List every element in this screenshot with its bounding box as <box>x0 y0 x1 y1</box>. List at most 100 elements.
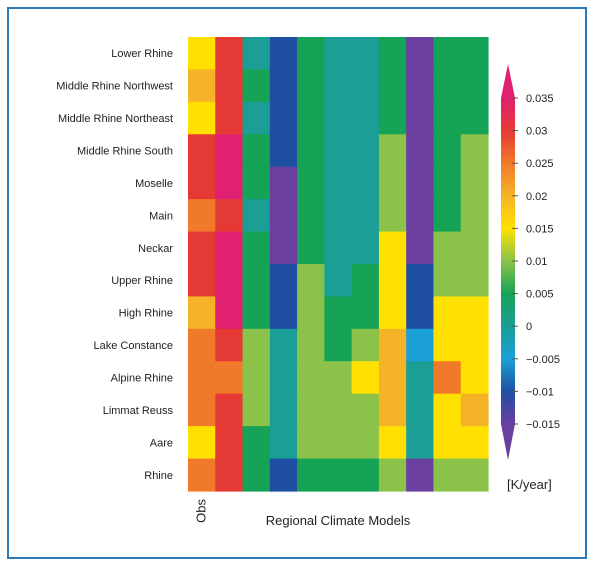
heatmap-cell <box>188 199 216 233</box>
row-label: Upper Rhine <box>111 275 173 287</box>
heatmap-cell <box>215 458 244 492</box>
heatmap-cell <box>406 458 435 492</box>
heatmap-cell <box>215 101 244 135</box>
row-label: High Rhine <box>119 308 173 320</box>
heatmap-cell <box>378 101 407 135</box>
heatmap-cell <box>351 296 380 330</box>
heatmap-cell <box>406 264 435 298</box>
heatmap-cell <box>188 458 216 492</box>
heatmap-cell <box>324 231 353 265</box>
row-label: Neckar <box>138 243 173 255</box>
heatmap-cell <box>324 426 353 460</box>
heatmap-cell <box>269 328 298 362</box>
heatmap-cell <box>351 393 380 427</box>
heatmap-cell <box>460 328 489 362</box>
heatmap-cell <box>433 166 462 200</box>
colorbar-tick-label: 0 <box>526 321 532 333</box>
heatmap-cell <box>215 134 244 168</box>
heatmap-cell <box>269 296 298 330</box>
heatmap-cell <box>324 101 353 135</box>
heatmap-cell <box>188 426 216 460</box>
heatmap-cell <box>378 69 407 103</box>
heatmap-cell <box>215 426 244 460</box>
heatmap-cell <box>297 458 325 492</box>
colorbar-tick-label: −0.005 <box>526 354 560 366</box>
heatmap-cell <box>351 264 380 298</box>
heatmap-cell <box>297 393 325 427</box>
colorbar-tick-label: 0.02 <box>526 191 547 203</box>
heatmap-cell <box>215 296 244 330</box>
heatmap-cell <box>269 199 298 233</box>
heatmap-cell <box>269 69 298 103</box>
heatmap-cell <box>188 101 216 135</box>
heatmap-cell <box>351 101 380 135</box>
heatmap-cell <box>269 101 298 135</box>
heatmap-cell <box>215 199 244 233</box>
heatmap-cell <box>242 134 271 168</box>
heatmap-cell <box>351 134 380 168</box>
x-axis-title: Regional Climate Models <box>266 513 411 528</box>
heatmap-cell <box>215 231 244 265</box>
row-label: Main <box>149 210 173 222</box>
heatmap-cell <box>297 361 325 395</box>
heatmap-cell <box>324 166 353 200</box>
heatmap-cell <box>297 296 325 330</box>
heatmap-cell <box>378 199 407 233</box>
heatmap-cell <box>324 361 353 395</box>
heatmap-cell <box>269 426 298 460</box>
heatmap-cell <box>378 458 407 492</box>
heatmap-cell <box>242 166 271 200</box>
heatmap-cell <box>269 264 298 298</box>
heatmap-cell <box>188 361 216 395</box>
heatmap-cell <box>406 134 435 168</box>
heatmap-cell <box>351 231 380 265</box>
heatmap-cell <box>351 199 380 233</box>
row-label: Rhine <box>144 470 173 482</box>
heatmap-cell <box>324 37 353 71</box>
heatmap-cell <box>460 37 489 71</box>
row-label: Alpine Rhine <box>111 373 173 385</box>
heatmap-cell <box>297 134 325 168</box>
colorbar-top-extension <box>501 64 515 98</box>
heatmap-cell <box>378 264 407 298</box>
heatmap-cell <box>324 264 353 298</box>
heatmap-cell <box>406 69 435 103</box>
row-label: Limmat Reuss <box>103 405 174 417</box>
row-label: Aare <box>150 437 173 449</box>
heatmap-cell <box>406 426 435 460</box>
heatmap-cell <box>460 69 489 103</box>
heatmap-cell <box>378 37 407 71</box>
heatmap-cell <box>324 458 353 492</box>
heatmap-cell <box>433 69 462 103</box>
heatmap-cell <box>433 264 462 298</box>
heatmap-cell <box>242 37 271 71</box>
row-label: Middle Rhine Northwest <box>56 81 173 93</box>
heatmap-cell <box>460 426 489 460</box>
heatmap-cell <box>269 37 298 71</box>
heatmap-cell <box>406 296 435 330</box>
heatmap-cell <box>406 393 435 427</box>
heatmap-cell <box>242 199 271 233</box>
heatmap-cell <box>351 458 380 492</box>
obs-column-label: Obs <box>194 499 209 523</box>
heatmap-cell <box>378 361 407 395</box>
heatmap-cell <box>269 166 298 200</box>
heatmap-cell <box>460 231 489 265</box>
heatmap-cell <box>188 134 216 168</box>
heatmap-cell <box>433 328 462 362</box>
heatmap-cell <box>188 166 216 200</box>
heatmap-cell <box>406 199 435 233</box>
heatmap-cell <box>351 361 380 395</box>
row-label: Middle Rhine South <box>77 146 173 158</box>
heatmap-cell <box>269 393 298 427</box>
heatmap-cell <box>378 166 407 200</box>
heatmap-cell <box>188 69 216 103</box>
heatmap-cell <box>297 37 325 71</box>
heatmap-cell <box>351 69 380 103</box>
heatmap-cell <box>433 199 462 233</box>
heatmap-cell <box>433 361 462 395</box>
heatmap-cell <box>378 328 407 362</box>
heatmap-cell <box>297 328 325 362</box>
colorbar-bottom-extension <box>501 424 515 460</box>
